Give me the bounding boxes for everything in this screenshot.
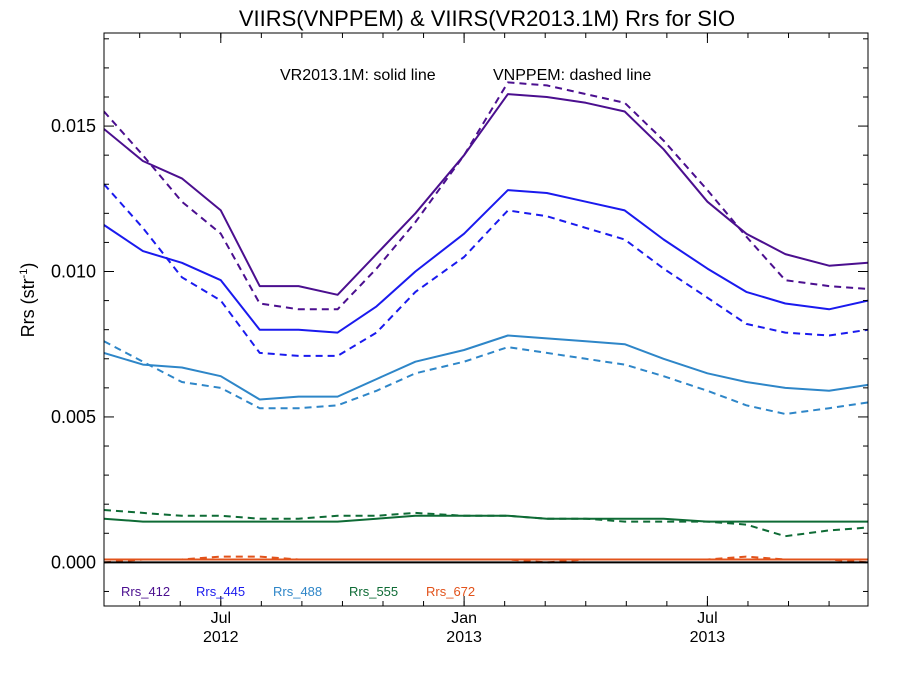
series-line-3-dashed (104, 183, 868, 357)
series-line-2-solid (104, 189, 868, 334)
y-axis-label-close: ) (18, 263, 38, 269)
series-lines (104, 81, 868, 564)
chart-title: VIIRS(VNPPEM) & VIIRS(VR2013.1M) Rrs for… (239, 6, 735, 31)
plot-lines (104, 81, 868, 564)
legend-entry-rrs-445: Rrs_445 (196, 584, 245, 599)
y-axis-label: Rrs (str-1) (18, 263, 38, 338)
series-line-5-dashed (104, 340, 868, 415)
legend: Rrs_412 Rrs_445 Rrs_488 Rrs_555 Rrs_672 (121, 584, 475, 599)
series-line-1-dashed (104, 81, 868, 311)
axes: 0.000 0.005 0.010 0.015 Jul 2012 Jan 2013 Jul 201… (51, 32, 869, 646)
series-line-9-dashed (104, 555, 868, 564)
series-line-4-solid (104, 334, 868, 401)
legend-entry-rrs-412: Rrs_412 (121, 584, 170, 599)
y-tick-label: 0.000 (51, 552, 96, 572)
legend-entry-rrs-672: Rrs_672 (426, 584, 475, 599)
y-tick-label: 0.015 (51, 116, 96, 136)
plot-frame (103, 32, 869, 607)
y-axis-label-sup: -1 (18, 269, 30, 279)
x-tick-label-year: 2013 (446, 629, 482, 646)
x-tick-label-month: Jul (697, 610, 717, 627)
y-tick-label: 0.005 (51, 407, 96, 427)
annotation-solid: VR2013.1M: solid line (280, 67, 436, 84)
y-tick-label: 0.010 (51, 262, 96, 282)
x-tick-label-year: 2013 (690, 629, 726, 646)
legend-entry-rrs-488: Rrs_488 (273, 584, 322, 599)
x-tick-label-month: Jul (211, 610, 231, 627)
series-line-6-solid (104, 514, 868, 523)
annotation-dashed: VNPPEM: dashed line (493, 67, 651, 84)
x-tick-label-year: 2012 (203, 629, 239, 646)
x-tick-label-month: Jan (451, 610, 477, 627)
series-line-0-solid (104, 93, 868, 296)
series-line-7-dashed (104, 509, 868, 538)
legend-entry-rrs-555: Rrs_555 (349, 584, 398, 599)
y-axis-label-main: Rrs (str (18, 278, 38, 337)
